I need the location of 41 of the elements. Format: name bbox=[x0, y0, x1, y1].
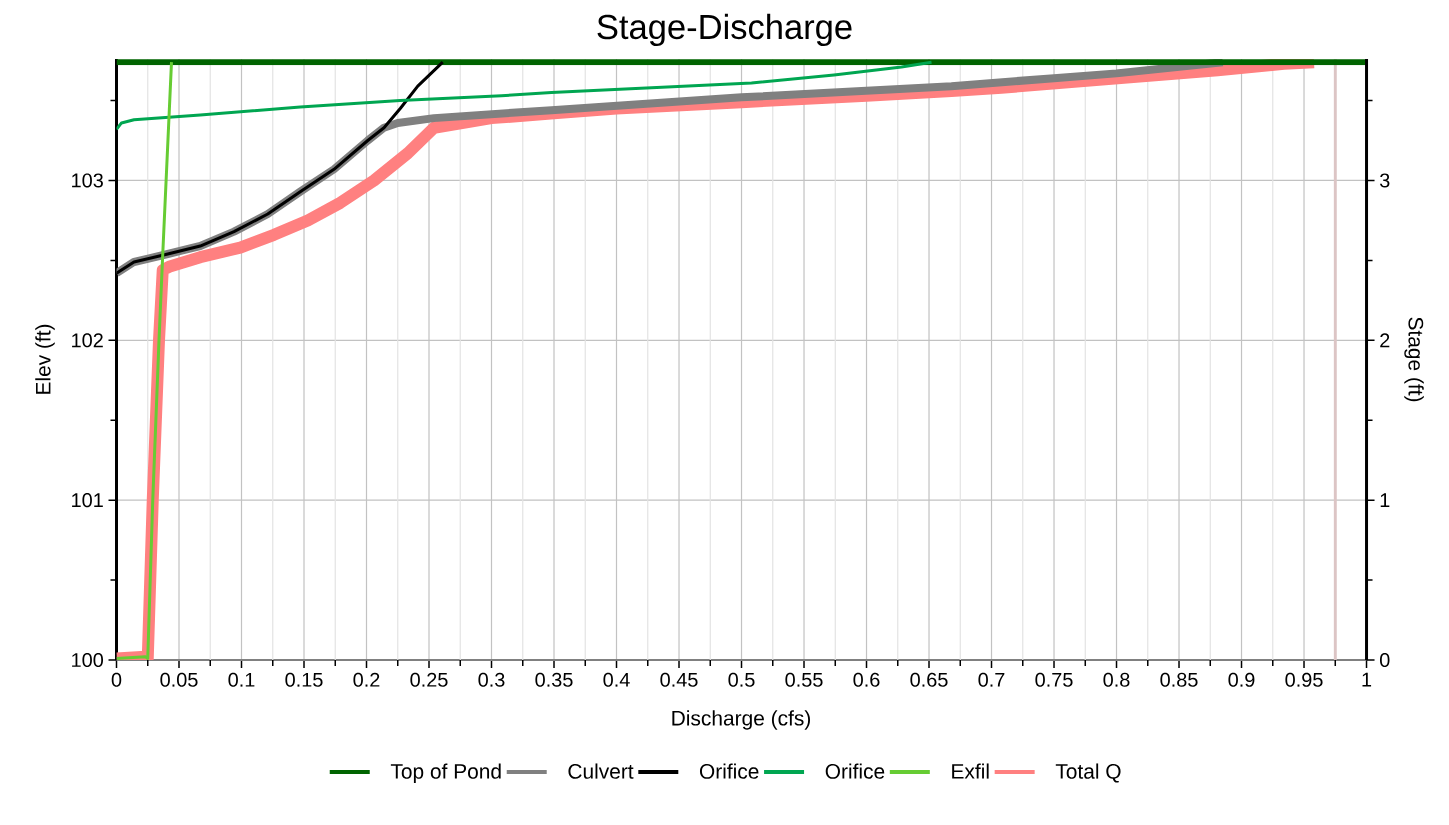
x-tick-label: 0.35 bbox=[535, 672, 573, 687]
x-tick-label: 0.55 bbox=[785, 672, 823, 687]
x-axis-title: Discharge (cfs) bbox=[672, 710, 811, 730]
chart-title: Stage-Discharge bbox=[597, 13, 852, 47]
x-tick-label: 0.65 bbox=[910, 672, 948, 687]
y-axis-title: Elev (ft) bbox=[35, 324, 55, 394]
y2-tick-label: 3 bbox=[1379, 173, 1390, 188]
x-tick-label: 0.05 bbox=[160, 672, 198, 687]
x-tick-label: 0.1 bbox=[228, 672, 255, 687]
y-tick-label: 100 bbox=[72, 652, 104, 668]
x-tick-label: 0.95 bbox=[1285, 672, 1323, 687]
y-tick-label: 103 bbox=[72, 173, 103, 188]
x-tick-label: 0.45 bbox=[660, 672, 698, 687]
x-tick-label: 0.7 bbox=[978, 672, 1005, 687]
y2-tick-label: 1 bbox=[1380, 493, 1390, 508]
x-tick-label: 1 bbox=[1362, 672, 1372, 687]
legend-label: Orifice bbox=[825, 763, 885, 779]
legend-label: Top of Pond bbox=[390, 763, 501, 783]
x-tick-label: 0.5 bbox=[728, 672, 755, 687]
x-tick-label: 0.6 bbox=[853, 672, 880, 687]
x-tick-label: 0.85 bbox=[1160, 672, 1198, 687]
x-tick-label: 0.8 bbox=[1103, 672, 1130, 687]
legend-label: Total Q bbox=[1055, 763, 1121, 783]
legend-label: Orifice bbox=[699, 763, 759, 779]
y2-axis-title: Stage (ft) bbox=[1404, 317, 1424, 402]
y-tick-label: 102 bbox=[72, 333, 103, 348]
y2-tick-label: 2 bbox=[1380, 333, 1390, 348]
x-tick-label: 0.9 bbox=[1228, 672, 1255, 687]
y-tick-label: 101 bbox=[72, 493, 103, 508]
y2-tick-label: 0 bbox=[1379, 652, 1390, 668]
legend-label: Exfil bbox=[952, 763, 989, 779]
x-tick-label: 0.2 bbox=[353, 672, 380, 687]
x-tick-label: 0.15 bbox=[285, 672, 323, 687]
line-series bbox=[116, 60, 173, 660]
x-tick-label: 0.25 bbox=[410, 672, 448, 687]
x-tick-label: 0.75 bbox=[1035, 672, 1073, 687]
x-tick-label: 0.4 bbox=[603, 672, 630, 687]
line-series bbox=[116, 60, 934, 131]
legend-label: Culvert bbox=[568, 763, 634, 779]
x-tick-label: 0 bbox=[111, 672, 122, 687]
x-tick-label: 0.3 bbox=[478, 672, 505, 687]
